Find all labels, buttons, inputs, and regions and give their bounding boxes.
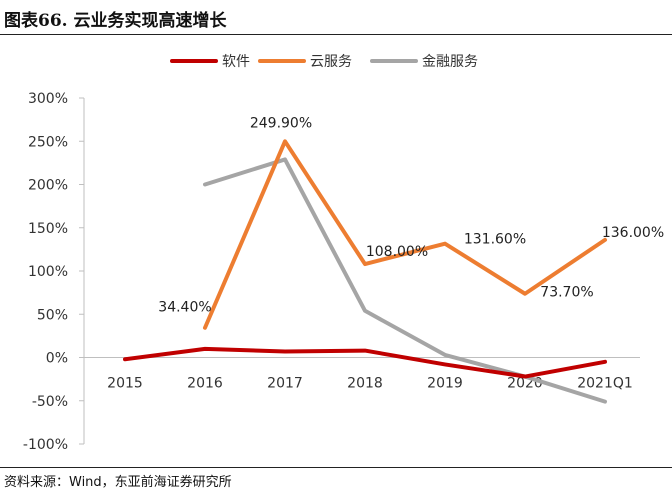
x-tick-label: 2021Q1 <box>577 376 633 392</box>
x-axis: 2015 2016 2017 2018 2019 2020 2021Q1 <box>84 357 640 392</box>
y-tick-label: 50% <box>37 307 68 323</box>
x-tick-label: 2015 <box>107 376 143 392</box>
y-tick-label: 300% <box>28 91 68 107</box>
chart-title: 图表66. 云业务实现高速增长 <box>4 11 227 31</box>
data-label: 73.70% <box>540 285 593 301</box>
series-line-1 <box>203 139 607 330</box>
legend-label: 云服务 <box>310 54 352 70</box>
y-tick-label: 250% <box>28 134 68 150</box>
line-chart: 软件 云服务 金融服务 -100% -50% 0% 50% 100% 150% 200% 250%… <box>23 54 664 453</box>
data-label: 34.40% <box>158 300 211 316</box>
legend: 软件 云服务 金融服务 <box>170 54 478 70</box>
data-label: 131.60% <box>464 232 526 248</box>
source-divider <box>0 467 672 468</box>
y-axis: -100% -50% 0% 50% 100% 150% 200% 250% 300% <box>23 91 85 453</box>
x-tick-label: 2018 <box>347 376 383 392</box>
legend-label: 软件 <box>222 54 250 70</box>
x-tick-label: 2019 <box>427 376 463 392</box>
series-lines <box>123 139 607 404</box>
title-divider <box>0 34 672 35</box>
y-tick-label: 0% <box>46 351 68 367</box>
y-tick-label: -100% <box>23 437 68 453</box>
x-tick-label: 2016 <box>187 376 223 392</box>
y-tick-label: 150% <box>28 221 68 237</box>
x-tick-label: 2017 <box>267 376 303 392</box>
series-line-2 <box>203 157 607 404</box>
y-tick-label: 200% <box>28 178 68 194</box>
source-note: 资料来源：Wind，东亚前海证券研究所 <box>4 475 232 490</box>
data-labels: 34.40% 249.90% 108.00% 131.60% 73.70% 136.00% <box>158 115 664 315</box>
data-label: 136.00% <box>602 225 664 241</box>
y-tick-label: -50% <box>32 394 68 410</box>
data-label: 108.00% <box>366 244 428 260</box>
data-label: 249.90% <box>250 115 312 131</box>
y-tick-label: 100% <box>28 264 68 280</box>
series-line-0 <box>123 346 607 379</box>
legend-label: 金融服务 <box>422 54 478 70</box>
